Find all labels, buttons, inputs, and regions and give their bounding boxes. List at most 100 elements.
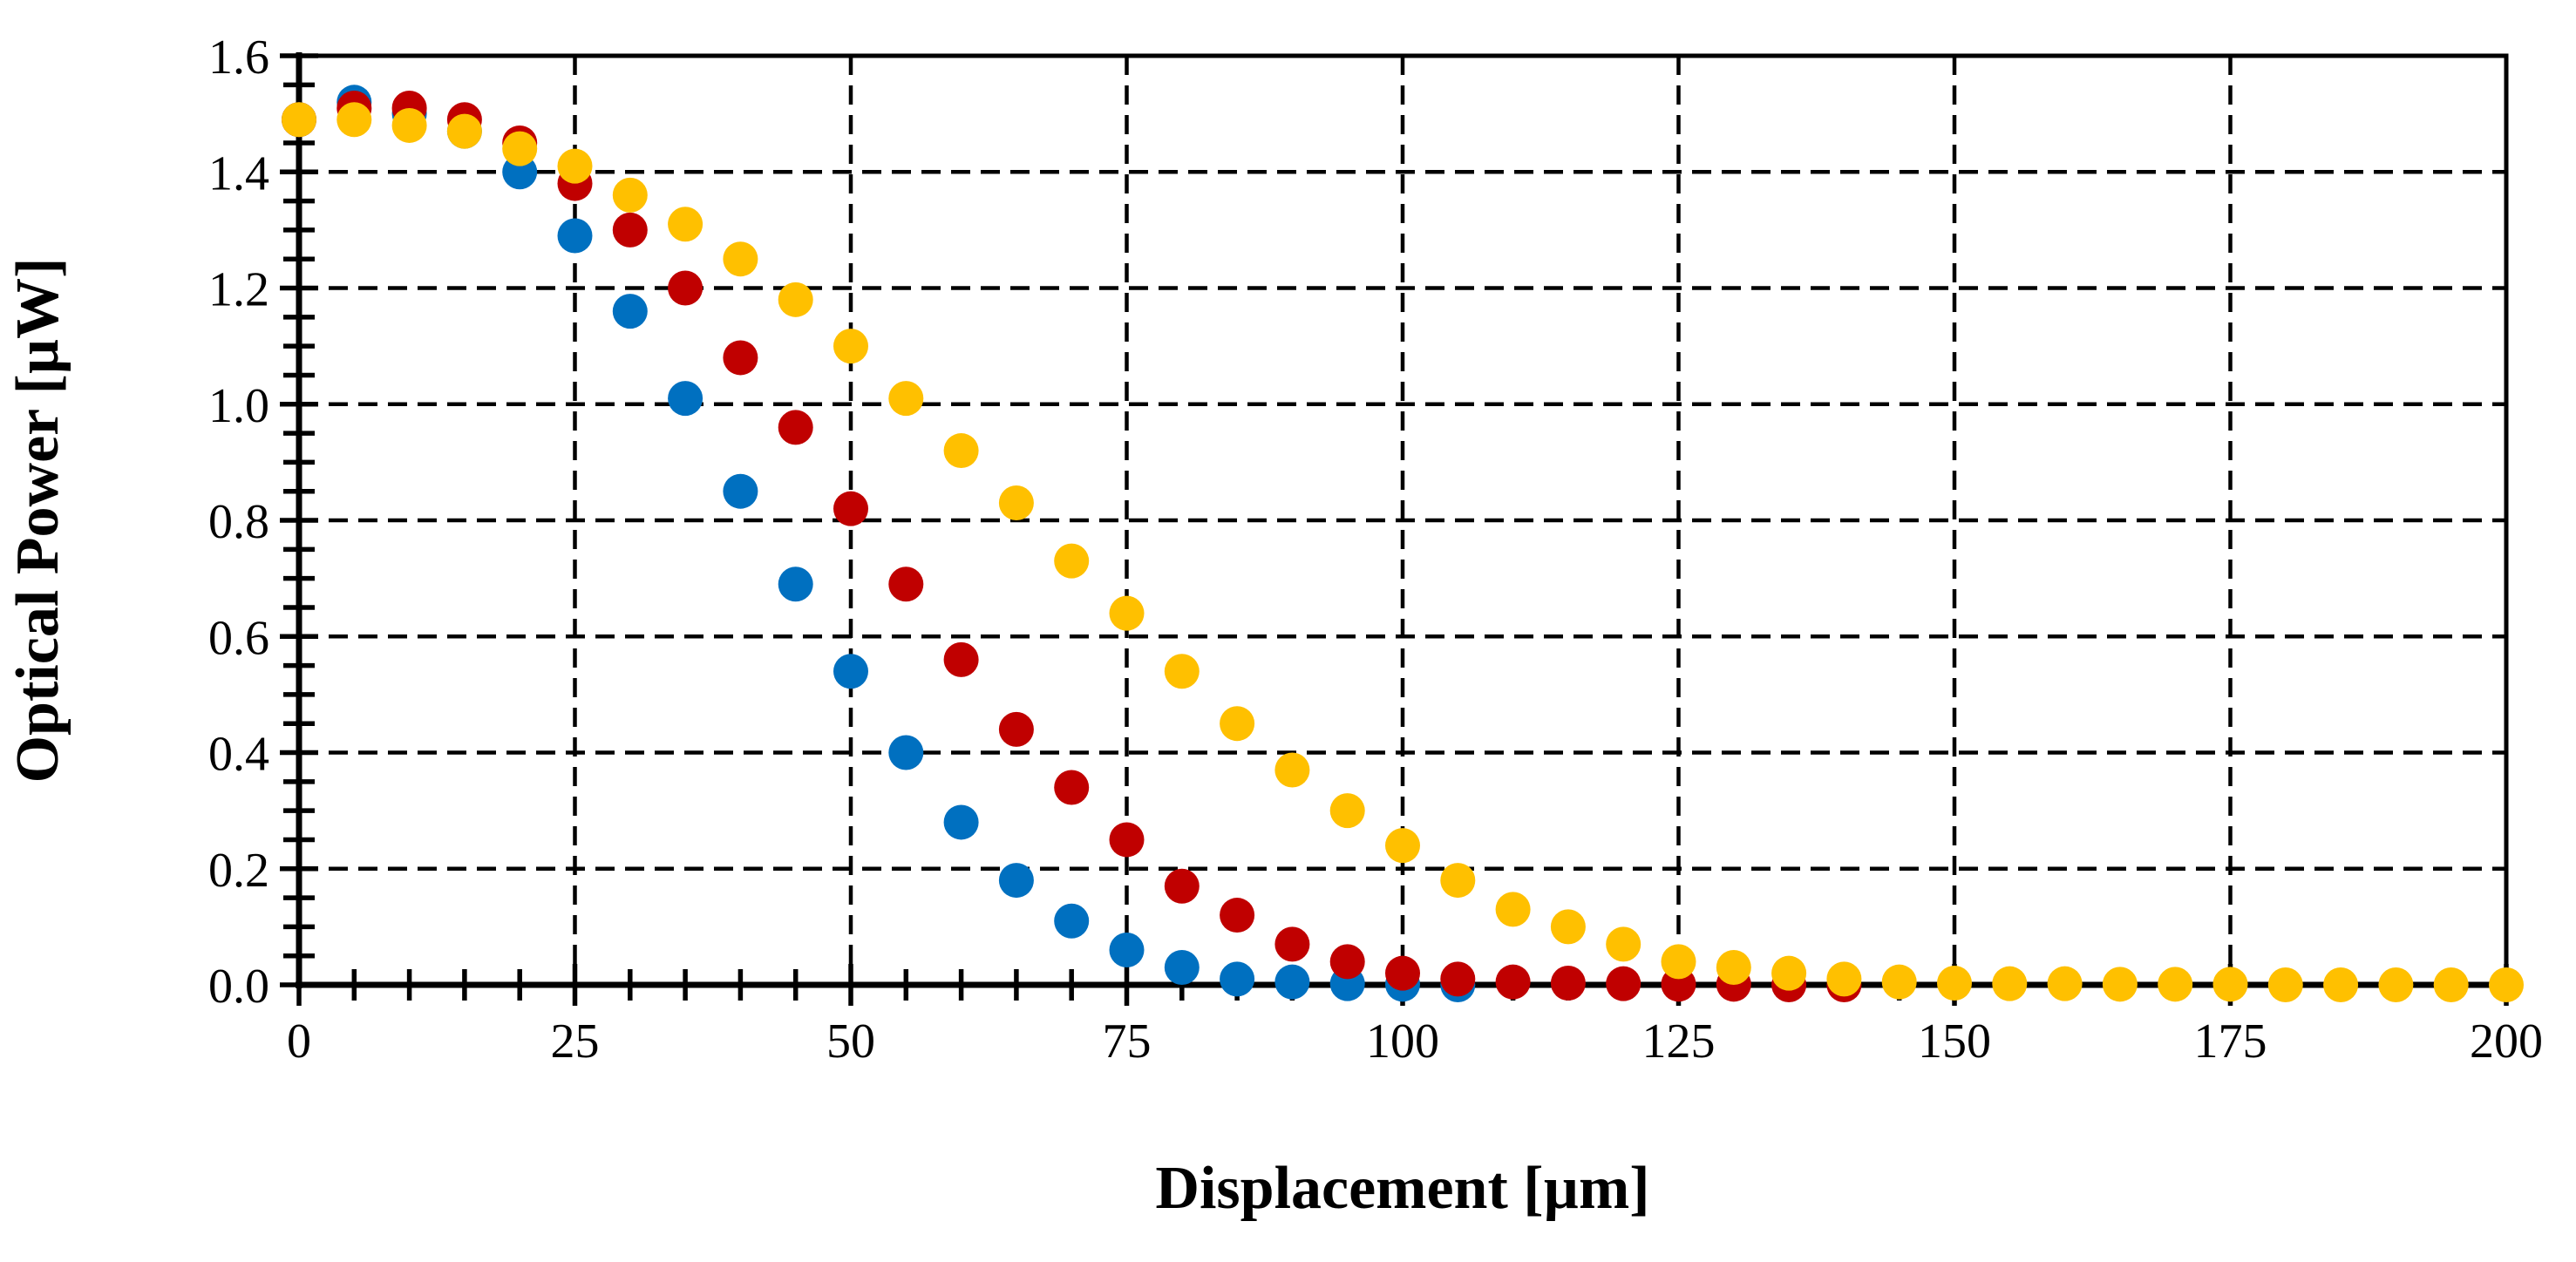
grid-lines [299, 56, 2506, 985]
data-point [888, 735, 924, 770]
data-point [833, 329, 868, 364]
data-point [1550, 909, 1586, 945]
y-tick-label: 1.2 [208, 263, 269, 317]
data-point [1274, 964, 1310, 1000]
data-point [668, 207, 703, 242]
x-tick-labels: 0 25 50 75 100 125 150 175 200 [287, 1014, 2543, 1069]
y-tick-label: 1.4 [208, 146, 269, 200]
x-tick-label: 100 [1366, 1014, 1439, 1069]
data-point [1495, 892, 1531, 927]
x-tick-label: 175 [2194, 1014, 2267, 1069]
data-point [778, 567, 813, 602]
data-point [282, 102, 316, 138]
data-point [1495, 964, 1531, 1000]
data-point [1054, 543, 1090, 579]
y-tick-label: 0.2 [208, 844, 269, 898]
data-point [1937, 966, 1972, 1001]
data-point [446, 113, 482, 149]
data-point [1164, 654, 1200, 689]
data-point [1716, 950, 1751, 986]
y-tick-label: 0.4 [208, 728, 269, 782]
data-point [1164, 868, 1200, 904]
data-point [502, 131, 538, 166]
data-point [2433, 967, 2469, 1002]
y-tick-label: 0.6 [208, 611, 269, 665]
data-point [668, 270, 703, 306]
data-point [612, 294, 648, 329]
y-tick-label: 0.0 [208, 960, 269, 1014]
y-tick-label: 0.8 [208, 495, 269, 549]
data-point [1274, 752, 1310, 788]
data-points [282, 85, 2524, 1002]
x-tick-label: 25 [551, 1014, 600, 1069]
data-point [1329, 793, 1365, 829]
data-point [1385, 828, 1420, 864]
data-point [1385, 955, 1420, 991]
data-point [723, 340, 758, 376]
data-point [1109, 822, 1145, 858]
x-tick-label: 125 [1642, 1014, 1716, 1069]
data-point [1606, 966, 1641, 1001]
data-point [943, 804, 979, 840]
data-point [778, 410, 813, 445]
data-point [2212, 967, 2248, 1002]
data-point [2047, 966, 2083, 1001]
data-point [1220, 898, 1255, 933]
y-tick-labels: 0.0 0.2 0.4 0.6 0.8 1.0 1.2 1.4 1.6 [208, 31, 269, 1014]
data-point [998, 711, 1034, 747]
data-point [833, 654, 868, 689]
data-point [2267, 967, 2303, 1002]
data-point [1881, 964, 1917, 1000]
data-point [1220, 706, 1255, 742]
data-point [1054, 903, 1090, 939]
data-point [1661, 944, 1696, 980]
data-point [612, 177, 648, 213]
data-point [668, 381, 703, 417]
data-point [998, 485, 1034, 521]
data-point [998, 863, 1034, 899]
data-point [2102, 967, 2138, 1002]
data-point [336, 102, 372, 138]
data-point [2158, 967, 2193, 1002]
data-point [557, 218, 593, 254]
data-point [1606, 926, 1641, 962]
data-point [888, 567, 924, 602]
data-point [1274, 926, 1310, 962]
data-point [1771, 955, 1807, 991]
data-point [612, 212, 648, 248]
y-tick-label: 1.0 [208, 379, 269, 433]
x-tick-label: 0 [287, 1014, 311, 1069]
data-point [1329, 944, 1365, 980]
x-tick-label: 150 [1918, 1014, 1991, 1069]
series-3 [282, 102, 2524, 1002]
data-point [778, 282, 813, 317]
data-point [833, 491, 868, 526]
data-point [1220, 961, 1255, 997]
data-point [557, 148, 593, 184]
data-point [723, 241, 758, 277]
data-point [943, 433, 979, 469]
y-tick-label: 1.6 [208, 31, 269, 85]
data-point [723, 473, 758, 509]
data-point [888, 381, 924, 417]
series-1 [282, 85, 1476, 1002]
data-point [1440, 863, 1476, 899]
x-axis-title: Displacement [µm] [1155, 1155, 1649, 1222]
data-point [1992, 966, 2028, 1001]
data-point [1109, 933, 1145, 968]
data-point [2323, 967, 2359, 1002]
data-point [2378, 967, 2414, 1002]
x-tick-label: 75 [1103, 1014, 1152, 1069]
data-point [391, 107, 427, 143]
data-point [1164, 950, 1200, 986]
data-point [1054, 770, 1090, 805]
y-axis-title: Optical Power [µW] [4, 258, 71, 784]
data-point [2489, 967, 2524, 1002]
data-point [1550, 966, 1586, 1001]
data-point [1826, 961, 1862, 997]
x-tick-label: 200 [2470, 1014, 2543, 1069]
x-tick-label: 50 [826, 1014, 875, 1069]
data-point [1440, 961, 1476, 997]
data-point [943, 641, 979, 677]
